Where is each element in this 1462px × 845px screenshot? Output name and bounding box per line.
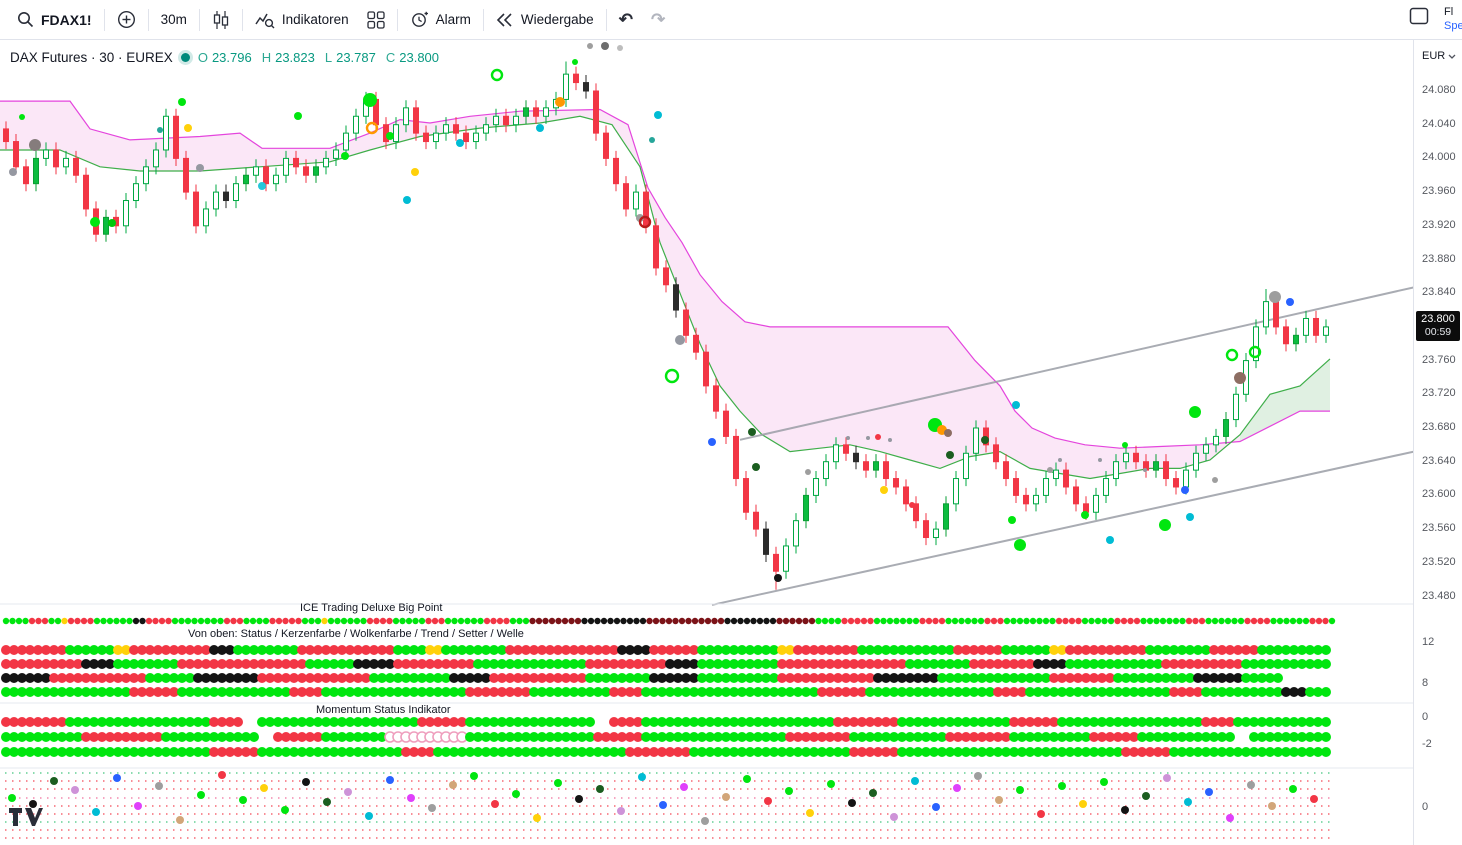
plus-circle-icon [117, 10, 136, 29]
close-value: 23.800 [399, 50, 440, 65]
rewind-icon [496, 12, 514, 28]
indicators-button[interactable]: Indikatoren [246, 4, 358, 36]
indicators-label: Indikatoren [281, 12, 349, 27]
replay-button[interactable]: Wiedergabe [487, 4, 603, 36]
price-axis-label: 23.600 [1422, 488, 1456, 501]
high-value: 23.823 [275, 50, 315, 65]
search-icon [17, 11, 34, 28]
price-axis-label: 23.480 [1422, 589, 1456, 602]
candlestick-icon [212, 10, 230, 30]
high-label: H [261, 50, 272, 65]
last-price-value: 23.800 [1421, 312, 1455, 325]
corner-label-bottom: Spe [1444, 19, 1462, 32]
indicator-axis-label: -2 [1422, 738, 1432, 750]
divider [241, 8, 243, 31]
main-chart-canvas[interactable] [0, 40, 1414, 845]
price-axis-label: 23.680 [1422, 421, 1456, 433]
redo-button[interactable]: ↷ [642, 4, 674, 36]
chart-legend[interactable]: DAX Futures · 30 · EUREX O 23.796 H 23.823… [10, 50, 445, 65]
indicator-axis-label: 0 [1422, 801, 1429, 813]
price-axis-label: 23.560 [1422, 522, 1456, 535]
price-axis-label: 23.840 [1422, 286, 1456, 299]
panel1-title: ICE Trading Deluxe Big Point [300, 602, 443, 614]
legend-title[interactable]: DAX Futures · 30 · EUREX [10, 50, 173, 65]
divider [605, 8, 607, 31]
indicator-axis-label: 8 [1422, 677, 1429, 689]
price-axis-label: 23.920 [1422, 218, 1456, 231]
interval-button[interactable]: 30m [152, 4, 196, 36]
corner-label-top: Fl [1444, 5, 1454, 18]
currency-label: EUR [1422, 50, 1446, 62]
divider [198, 8, 200, 31]
panel1-subtitle: Von oben: Status / Kerzenfarbe / Wolkenf… [188, 628, 524, 640]
alarm-button[interactable]: Alarm [401, 4, 480, 36]
chart-style-button[interactable] [203, 4, 239, 36]
indicator-axis-label: 0 [1422, 711, 1429, 723]
indicator-axis-label: 12 [1422, 636, 1435, 648]
price-axis-label: 23.960 [1422, 185, 1456, 198]
divider [147, 8, 149, 31]
open-label: O [197, 50, 208, 65]
price-axis-label: 23.760 [1422, 353, 1456, 366]
last-price-badge: 23.800 00:59 [1416, 310, 1460, 341]
price-axis-label: 24.040 [1422, 117, 1456, 130]
divider [482, 8, 484, 31]
alarm-label: Alarm [435, 12, 471, 27]
compare-add-button[interactable] [108, 4, 145, 36]
panel2-title: Momentum Status Indikator [316, 704, 451, 716]
indicators-icon [255, 11, 275, 29]
replay-label: Wiedergabe [520, 12, 594, 27]
price-scale[interactable]: EUR 24.080 24.040 24.000 23.960 23.920 23.880… [1413, 40, 1462, 845]
price-axis-label: 24.080 [1422, 84, 1456, 96]
low-value: 23.787 [336, 50, 376, 65]
divider [396, 8, 398, 31]
symbol-search-button[interactable]: FDAX1! [8, 4, 101, 36]
ohlc-values: O 23.796 H 23.823 L 23.787 C 23.800 [198, 50, 445, 65]
divider [103, 8, 105, 31]
tradingview-logo[interactable] [8, 806, 44, 828]
symbol-name: FDAX1! [41, 11, 92, 28]
redo-icon: ↷ [650, 9, 666, 29]
chart-area[interactable]: DAX Futures · 30 · EUREX O 23.796 H 23.823… [0, 40, 1414, 845]
bar-countdown: 00:59 [1424, 325, 1452, 338]
layout-button[interactable] [1400, 0, 1438, 32]
price-axis-label: 23.720 [1422, 387, 1456, 400]
low-label: L [324, 50, 333, 65]
open-value: 23.796 [211, 50, 252, 65]
close-label: C [385, 50, 396, 65]
toolbar-right: Fl Spe [1400, 0, 1462, 40]
top-toolbar: FDAX1! 30m Indikatoren [0, 0, 1462, 40]
price-axis-label: 23.640 [1422, 454, 1456, 467]
undo-icon: ↶ [618, 9, 633, 29]
data-status-icon [180, 53, 190, 62]
price-axis-label: 23.520 [1422, 555, 1456, 568]
corner-text[interactable]: Fl Spe [1444, 0, 1462, 33]
currency-button[interactable]: EUR [1418, 48, 1460, 64]
layout-rect-icon [1409, 7, 1429, 25]
grid-icon [366, 10, 385, 29]
undo-button[interactable]: ↶ [610, 4, 642, 36]
indicator-templates-button[interactable] [358, 4, 394, 36]
alarm-clock-icon [410, 10, 429, 29]
chevron-down-icon [1448, 50, 1456, 62]
price-axis-label: 24.000 [1422, 151, 1456, 164]
price-axis-label: 23.880 [1422, 252, 1456, 265]
